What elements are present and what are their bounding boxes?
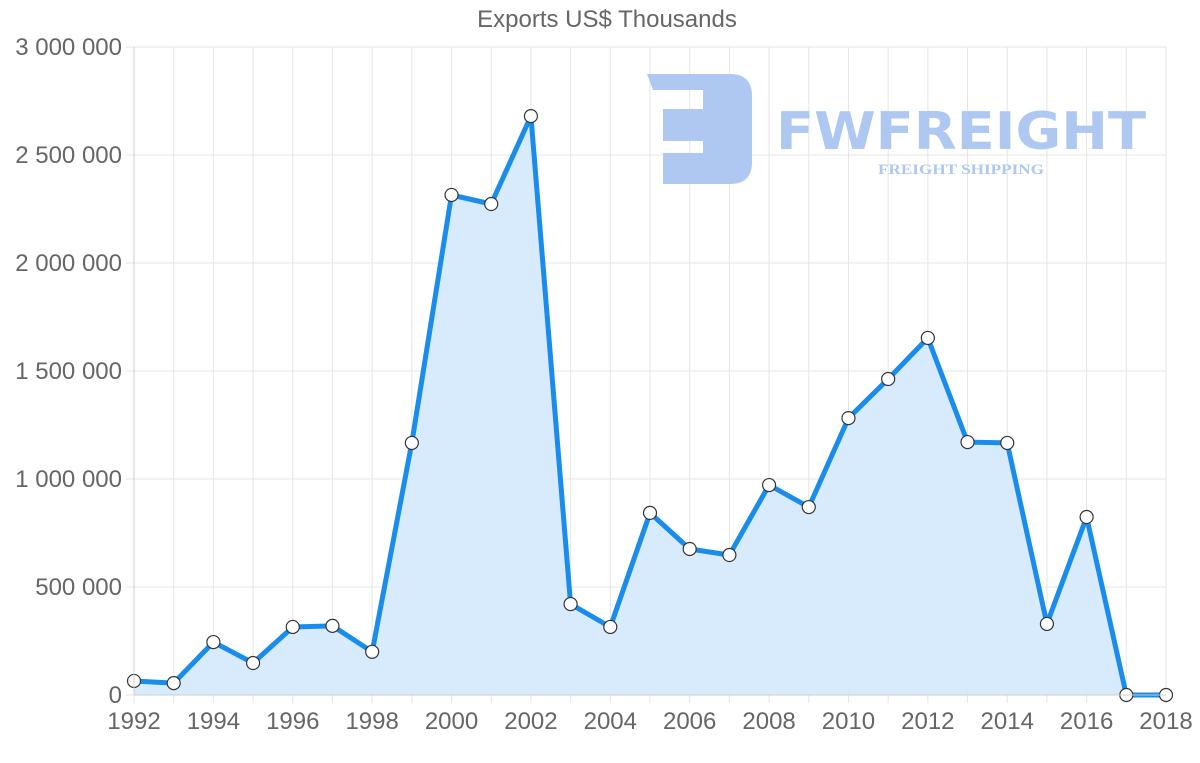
x-tick-label: 2012: [901, 708, 954, 735]
data-point-marker[interactable]: [563, 596, 578, 612]
data-point-marker[interactable]: [1039, 616, 1055, 632]
watermark-logo: FWFREIGHT FREIGHT SHIPPING: [647, 74, 1147, 184]
x-tick-label: 2006: [663, 708, 716, 735]
x-tick-label: 1996: [266, 708, 319, 735]
data-point-marker[interactable]: [1000, 435, 1015, 451]
y-tick-label: 3 000 000: [15, 34, 122, 61]
x-tick-label: 2018: [1139, 708, 1192, 735]
x-tick-label: 2016: [1060, 708, 1113, 735]
data-point-marker[interactable]: [682, 541, 697, 557]
data-point-marker[interactable]: [166, 676, 181, 691]
x-tick-label: 2002: [504, 708, 557, 735]
data-point-marker[interactable]: [245, 655, 261, 671]
data-point-marker[interactable]: [881, 371, 896, 387]
data-point-marker[interactable]: [642, 505, 658, 521]
data-point-marker[interactable]: [722, 547, 737, 563]
x-tick-label: 1994: [187, 708, 240, 735]
data-point-marker[interactable]: [1079, 509, 1094, 525]
x-tick-label: 1992: [107, 708, 160, 735]
data-point-marker[interactable]: [801, 499, 816, 515]
y-tick-label: 2 500 000: [15, 142, 122, 169]
y-tick-label: 2 000 000: [15, 250, 122, 277]
data-point-marker[interactable]: [841, 410, 856, 426]
watermark-tagline: FREIGHT SHIPPING: [878, 162, 1044, 178]
data-point-marker[interactable]: [603, 619, 618, 635]
y-tick-label: 1 500 000: [15, 358, 122, 385]
data-point-marker[interactable]: [761, 477, 777, 493]
data-point-marker[interactable]: [523, 109, 539, 124]
x-tick-label: 2010: [822, 708, 875, 735]
x-tick-label: 2014: [981, 708, 1034, 735]
x-tick-label: 1998: [345, 708, 398, 735]
data-point-marker[interactable]: [484, 196, 499, 212]
data-point-marker[interactable]: [325, 618, 340, 633]
x-tick-label: 2008: [742, 708, 795, 735]
x-tick-label: 2000: [425, 708, 478, 735]
data-point-marker[interactable]: [285, 619, 300, 635]
y-tick-label: 0: [109, 682, 122, 709]
y-tick-label: 1 000 000: [15, 466, 122, 493]
data-point-marker[interactable]: [444, 187, 459, 203]
watermark-brand: FWFREIGHT: [776, 102, 1147, 162]
data-point-marker[interactable]: [206, 634, 221, 650]
x-tick-label: 2004: [584, 708, 637, 735]
axes: 0 500 000 1 000 000 1 500 000 2 000 000 2 500…: [15, 34, 1192, 735]
y-tick-label: 500 000: [35, 574, 122, 601]
data-point-marker[interactable]: [365, 644, 380, 659]
data-point-marker[interactable]: [404, 435, 419, 451]
data-point-marker[interactable]: [920, 330, 935, 346]
fwfreight-logo-icon: [647, 74, 752, 184]
chart-title: Exports US$ Thousands: [477, 6, 737, 33]
data-point-marker[interactable]: [960, 434, 975, 450]
